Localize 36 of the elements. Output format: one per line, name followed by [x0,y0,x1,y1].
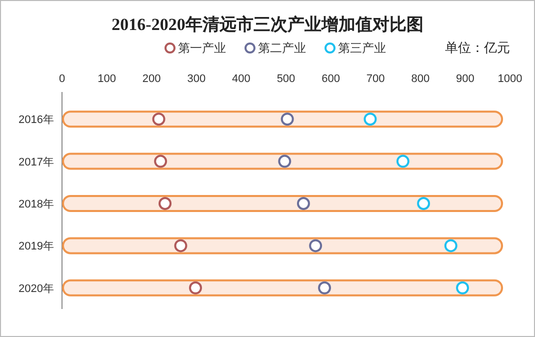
x-tick-label: 1000 [498,73,522,85]
x-tick-label: 0 [58,73,66,85]
point [309,239,322,252]
y-tick-label: 2017年 [18,156,54,168]
point [396,154,410,168]
point [364,112,377,126]
point [152,112,166,126]
point [318,281,332,294]
x-tick-label: 800 [411,73,430,85]
x-tick-label: 100 [98,73,116,85]
legend-label: 第一产业 [178,41,226,55]
x-tick-label: 700 [366,73,385,85]
point [154,154,168,168]
point [417,197,430,210]
point [189,281,202,294]
point [158,197,172,210]
x-tick-label: 400 [232,73,250,85]
legend-label: 第三产业 [338,41,386,55]
point [174,239,188,252]
y-tick-label: 2020年 [18,282,54,295]
x-tick-label: 300 [187,73,206,85]
point [278,154,292,168]
chart-title: 2016-2020年清远市三次产业增加值对比图 [112,15,424,34]
point [456,281,470,294]
x-tick-label: 600 [322,73,340,85]
legend-label: 第二产业 [258,41,306,55]
text: 单位：亿元 [445,40,510,55]
y-tick-label: 2019年 [18,240,54,253]
point [296,197,310,210]
point [444,239,458,252]
point [280,112,294,126]
x-tick-label: 200 [142,73,161,85]
x-tick-label: 900 [456,73,474,85]
x-tick-label: 500 [276,73,296,85]
y-tick-label: 2018年 [18,198,54,210]
y-tick-label: 2016年 [18,114,54,126]
